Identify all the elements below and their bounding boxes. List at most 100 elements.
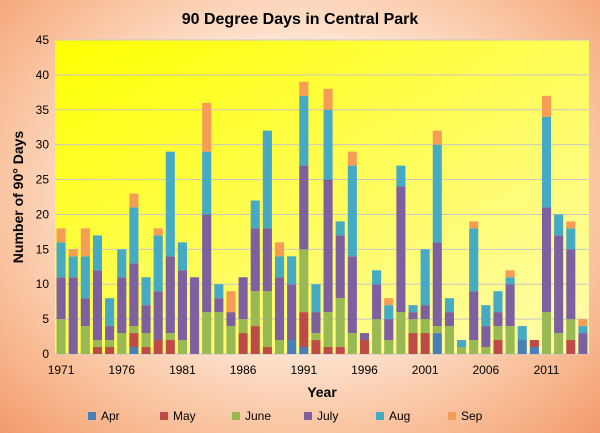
bar-segment-june-1973 [80,326,90,354]
bar-segment-may-1980 [165,340,175,354]
bar-segment-may-1996 [359,340,370,354]
bar-segment-may-1987 [250,326,260,354]
legend-label-june: June [245,409,271,423]
bar-segment-july-2000 [408,312,418,320]
bar-segment-aug-2005 [469,228,479,292]
x-tick-label: 2001 [412,363,439,377]
bar-segment-apr-1977 [129,347,139,354]
bar-segment-july-1994 [335,235,345,299]
bar-segment-aug-2002 [432,144,442,243]
bar-segment-may-1977 [129,333,139,348]
bar-segment-aug-2001 [420,249,430,306]
bar-segment-aug-1991 [299,95,309,166]
bar-segment-july-1972 [68,277,78,354]
bar-segment-july-1996 [359,333,370,341]
bar-segment-june-1983 [202,312,212,354]
bar-segment-aug-2000 [408,305,418,313]
bar-segment-july-1975 [105,326,115,341]
bar-segment-june-1971 [56,319,66,354]
y-axis-title: Number of 90° Days [10,131,26,264]
bar-segment-sep-1973 [80,228,90,257]
bar-segment-june-2008 [505,326,515,354]
bar-segment-july-1992 [311,312,321,334]
bar-segment-june-1998 [384,340,394,354]
bar-segment-sep-2002 [432,130,442,145]
bar-segment-aug-1998 [384,305,394,320]
bar-segment-july-1989 [274,277,285,341]
bar-segment-july-1974 [92,270,103,341]
bar-segment-july-1980 [165,256,175,334]
bars [56,81,588,354]
legend: Apr May June July Aug Sep [88,409,483,423]
bar-segment-june-1989 [274,340,285,354]
y-tick-label: 30 [36,138,50,152]
bar-segment-aug-1976 [117,249,127,278]
bar-segment-sep-1983 [202,102,212,152]
bar-segment-july-1978 [141,305,151,334]
bar-segment-sep-2008 [505,270,515,278]
bar-segment-sep-2011 [541,95,552,117]
bar-segment-june-1975 [105,340,115,348]
bar-segment-june-1995 [347,333,357,354]
bar-segment-aug-1989 [274,256,285,278]
bar-segment-july-1977 [129,263,139,327]
bar-segment-aug-1975 [105,298,115,327]
x-tick-label: 2011 [534,363,560,377]
bar-segment-may-1988 [262,347,272,354]
bar-segment-july-2001 [420,305,430,320]
bar-segment-may-2001 [420,333,430,354]
bar-segment-june-1991 [299,249,309,313]
bar-segment-aug-2011 [541,116,552,208]
bar-segment-july-1986 [238,277,248,320]
bar-segment-aug-2013 [566,228,576,250]
y-tick-label: 20 [36,207,50,221]
bar-segment-sep-1977 [129,193,139,208]
bar-segment-july-1971 [56,277,66,320]
x-axis-title: Year [307,384,337,400]
bar-segment-sep-1995 [347,151,357,166]
bar-segment-june-1987 [250,291,260,327]
y-tick-label: 10 [36,277,50,291]
bar-segment-june-1978 [141,333,151,348]
bar-segment-july-1979 [153,291,163,341]
legend-swatch-july [304,412,312,420]
bar-segment-aug-2008 [505,277,515,285]
bar-segment-june-1986 [238,319,248,334]
bar-segment-june-1993 [323,312,333,348]
bar-segment-june-2007 [493,326,503,341]
bar-segment-sep-1989 [274,242,285,257]
bar-segment-may-1993 [323,347,333,354]
x-tick-label: 1986 [230,363,257,377]
y-tick-label: 45 [36,33,50,47]
bar-segment-june-1994 [335,298,345,348]
bar-segment-apr-2009 [517,340,527,354]
bar-segment-july-2002 [432,242,442,327]
bar-segment-aug-1995 [347,165,357,257]
legend-swatch-aug [376,412,384,420]
bar-segment-aug-1997 [372,270,382,285]
bar-segment-sep-2005 [469,221,479,229]
bar-segment-june-1974 [92,340,103,348]
x-tick-labels: 1971 1976 1981 1986 1991 1996 2001 2006 2011 [48,363,560,377]
legend-swatch-june [232,412,240,420]
bar-segment-july-1993 [323,179,333,313]
bar-segment-june-2001 [420,319,430,334]
y-tick-label: 40 [36,68,50,82]
bar-segment-july-1998 [384,319,394,341]
bar-segment-aug-1983 [202,151,212,215]
bar-segment-june-2005 [469,340,479,354]
x-tick-label: 2006 [472,363,499,377]
bar-segment-sep-1993 [323,88,333,110]
bar-segment-may-1992 [311,340,321,354]
bar-segment-apr-2010 [529,347,539,354]
bar-segment-july-1988 [262,228,272,292]
bar-segment-aug-1987 [250,200,260,229]
bar-segment-june-2000 [408,319,418,334]
bar-segment-sep-2013 [566,221,576,229]
bar-segment-july-1984 [214,298,224,313]
bar-segment-june-2013 [566,319,576,341]
bar-segment-sep-1985 [226,291,236,313]
bar-segment-july-2011 [541,207,552,313]
